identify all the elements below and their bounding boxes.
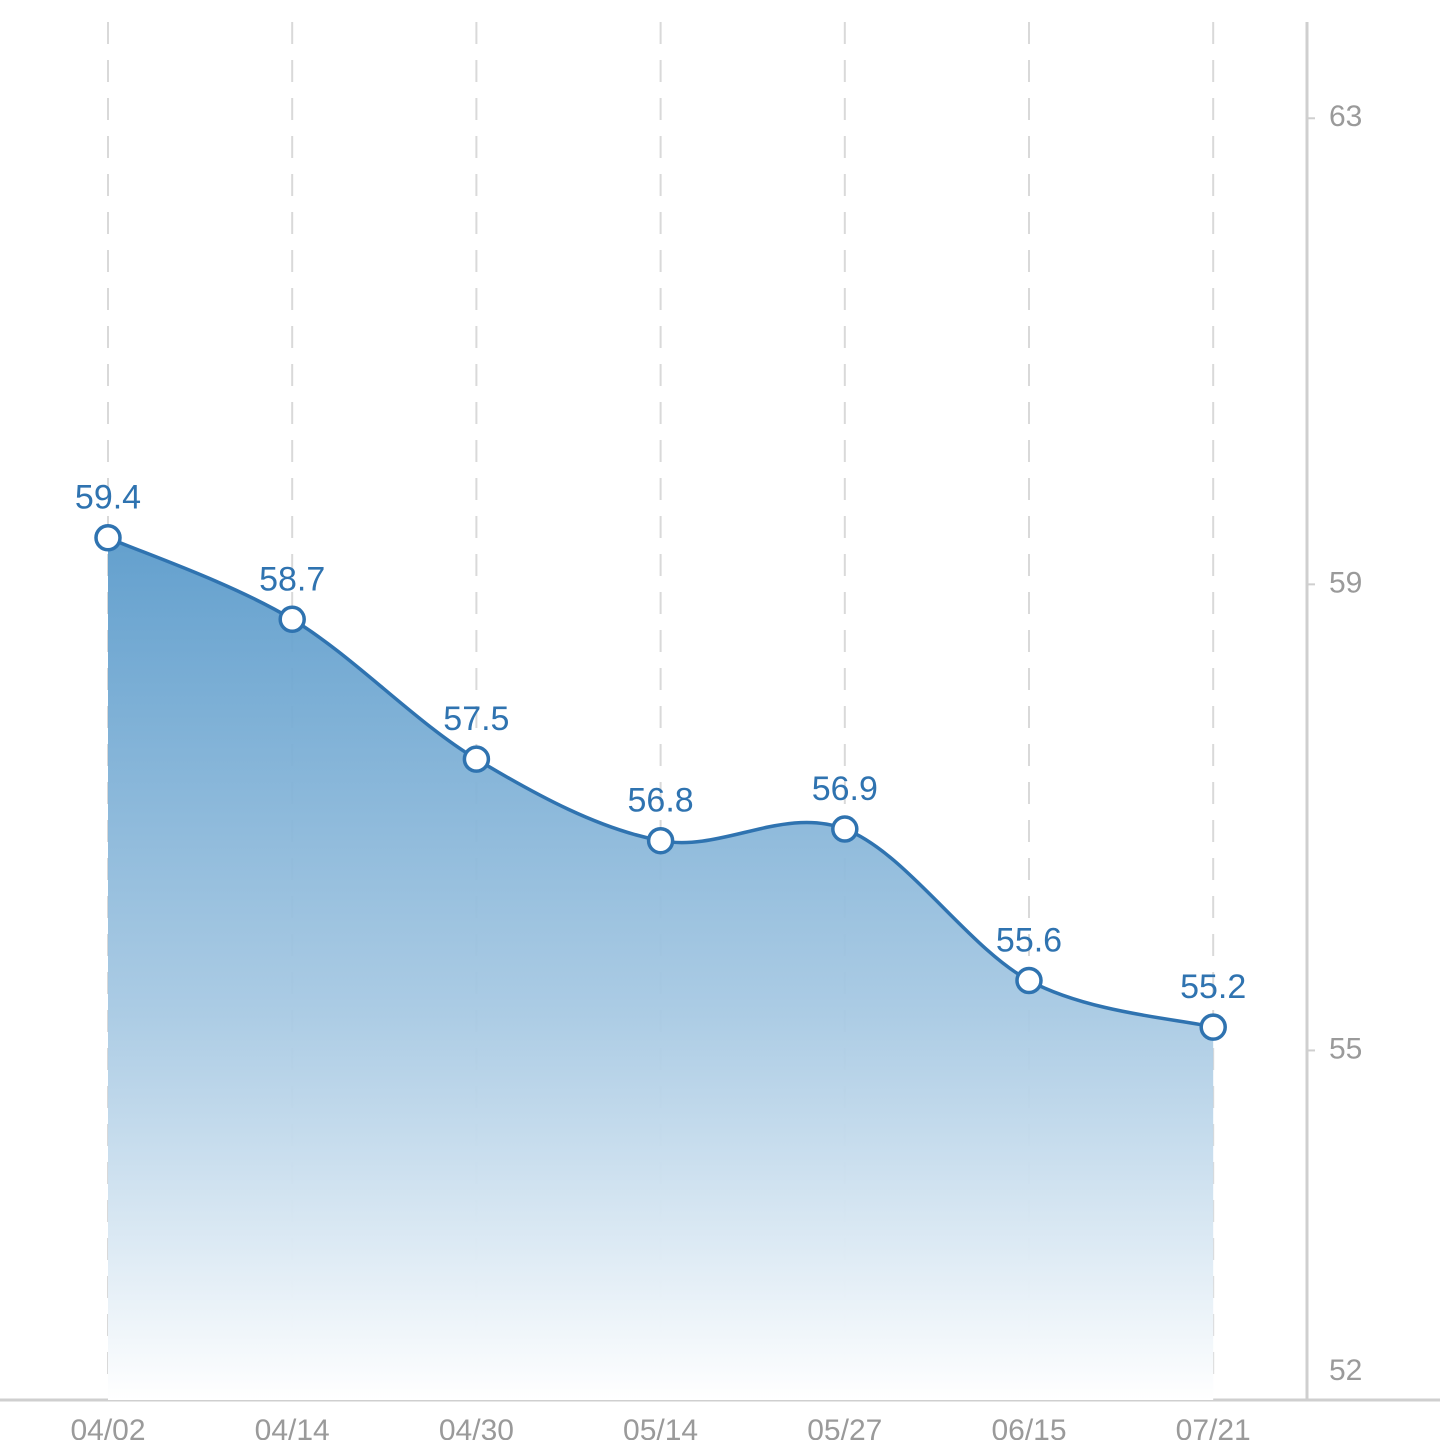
data-point: [1199, 1013, 1227, 1041]
data-point: [646, 826, 675, 855]
data-label: 56.9: [812, 770, 878, 808]
data-point: [462, 745, 491, 773]
data-label: 56.8: [628, 782, 694, 820]
y-tick-label: 55: [1329, 1032, 1362, 1065]
data-label: 57.5: [443, 700, 509, 738]
data-point: [831, 815, 859, 843]
x-tick-label: 04/30: [439, 1414, 514, 1440]
x-tick-label: 05/27: [807, 1414, 882, 1440]
y-tick-label: 59: [1329, 566, 1362, 599]
data-point: [1015, 966, 1043, 995]
x-tick-label: 07/21: [1176, 1414, 1251, 1440]
y-tick-label: 52: [1329, 1354, 1362, 1387]
x-tick-label: 05/14: [623, 1414, 698, 1440]
data-label: 59.4: [75, 479, 141, 517]
data-label: 55.2: [1180, 968, 1246, 1006]
data-label: 55.6: [996, 922, 1062, 960]
x-tick-label: 04/14: [255, 1414, 330, 1440]
x-tick-label: 04/02: [70, 1414, 145, 1440]
y-tick-label: 63: [1329, 100, 1362, 133]
data-point: [278, 605, 306, 634]
area-fill: [108, 537, 1214, 1400]
data-label: 58.7: [259, 560, 325, 598]
x-tick-label: 06/15: [991, 1414, 1066, 1440]
data-point: [94, 523, 122, 552]
